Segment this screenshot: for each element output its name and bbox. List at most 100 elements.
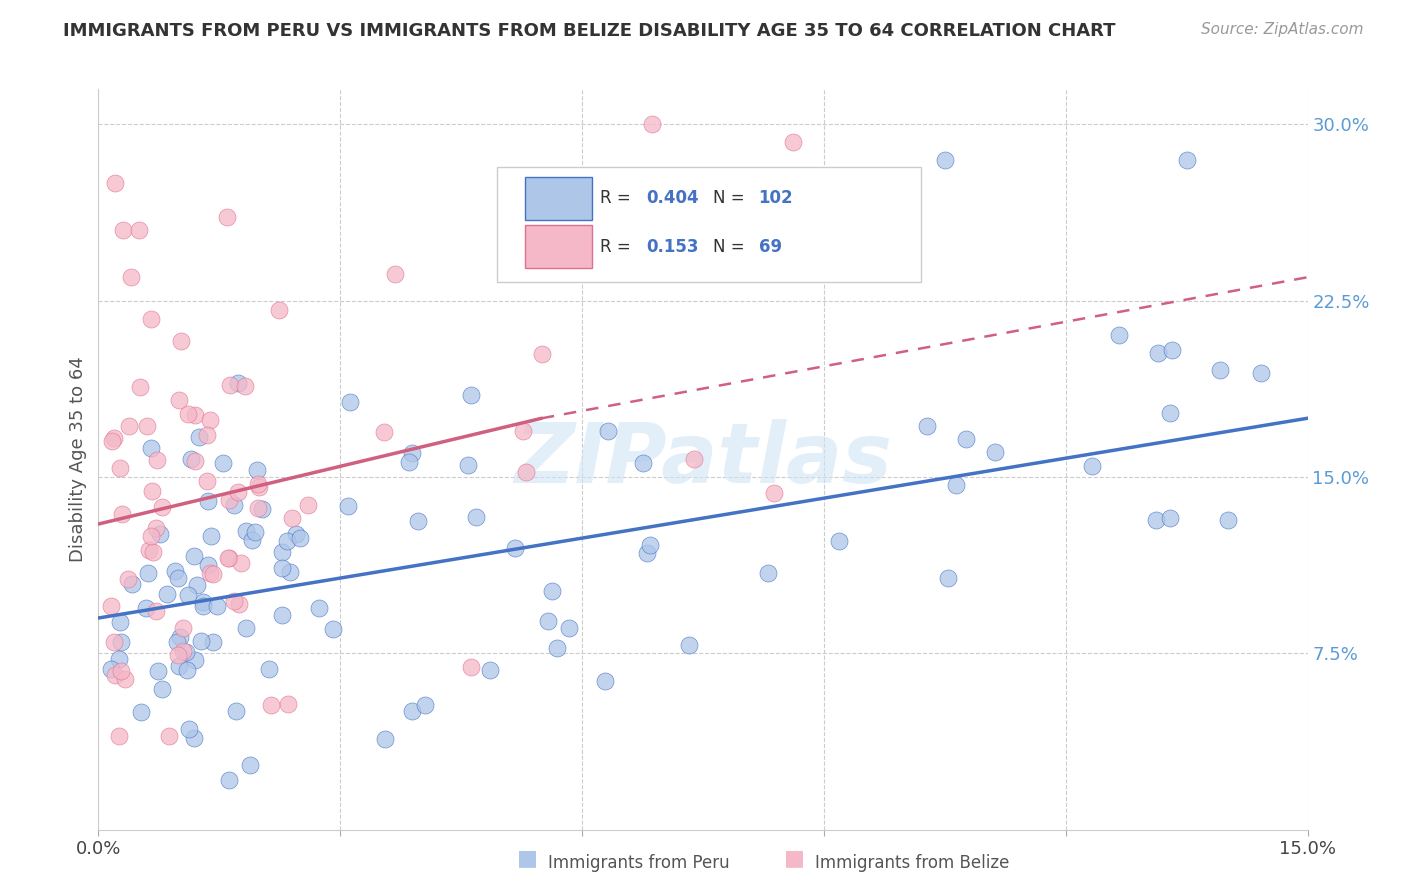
Point: [373, 425, 395, 440]
Point: [146, 452, 169, 467]
Point: [176, 645, 198, 659]
Point: [1161, 343, 1184, 358]
Point: [183, 731, 205, 745]
Point: [460, 660, 482, 674]
Text: ■: ■: [785, 848, 804, 868]
Point: [1216, 513, 1239, 527]
Point: [163, 565, 186, 579]
Point: [1159, 511, 1181, 525]
Point: [226, 485, 249, 500]
Text: Immigrants from Belize: Immigrants from Belize: [815, 855, 1010, 872]
Point: [180, 451, 202, 466]
Point: [638, 538, 661, 552]
Point: [226, 376, 249, 390]
Point: [103, 635, 125, 649]
Point: [183, 549, 205, 564]
Point: [640, 118, 662, 132]
Point: [270, 561, 292, 575]
Point: [103, 431, 125, 445]
Point: [280, 510, 302, 524]
Point: [247, 480, 270, 494]
Point: [177, 722, 200, 736]
Point: [108, 461, 131, 475]
Point: [339, 394, 361, 409]
Point: [138, 542, 160, 557]
Point: [218, 493, 240, 508]
Point: [240, 533, 263, 547]
Point: [167, 571, 190, 585]
Point: [308, 601, 330, 615]
Point: [479, 663, 502, 677]
Point: [413, 698, 436, 712]
Point: [184, 454, 207, 468]
Point: [267, 303, 290, 318]
Point: [145, 604, 167, 618]
Point: [1209, 363, 1232, 377]
Point: [246, 500, 269, 515]
Point: [110, 615, 132, 629]
Text: 102: 102: [759, 189, 793, 207]
Point: [222, 593, 245, 607]
Point: [406, 514, 429, 528]
Text: 0.404: 0.404: [647, 189, 699, 207]
Point: [915, 419, 938, 434]
Point: [231, 556, 253, 570]
Point: [172, 644, 194, 658]
Point: [756, 566, 779, 580]
Point: [631, 456, 654, 470]
Point: [167, 648, 190, 663]
Point: [955, 432, 977, 446]
Text: Source: ZipAtlas.com: Source: ZipAtlas.com: [1201, 22, 1364, 37]
Point: [200, 529, 222, 543]
Point: [145, 521, 167, 535]
Point: [936, 571, 959, 585]
Point: [118, 419, 141, 434]
Point: [276, 534, 298, 549]
Point: [541, 584, 564, 599]
Point: [235, 524, 257, 538]
Point: [246, 476, 269, 491]
Point: [129, 380, 152, 394]
Point: [198, 566, 221, 580]
Point: [828, 533, 851, 548]
Point: [141, 483, 163, 498]
Point: [1144, 513, 1167, 527]
Point: [104, 667, 127, 681]
Point: [763, 486, 786, 500]
Point: [184, 408, 207, 422]
Point: [401, 446, 423, 460]
Point: [111, 223, 134, 237]
Point: [218, 772, 240, 787]
Point: [636, 546, 658, 560]
Point: [284, 526, 307, 541]
Point: [121, 577, 143, 591]
Point: [195, 475, 218, 489]
Point: [984, 444, 1007, 458]
Point: [211, 456, 233, 470]
Point: [277, 697, 299, 711]
Text: 0.153: 0.153: [647, 238, 699, 256]
Point: [193, 599, 215, 613]
Point: [150, 681, 173, 696]
Point: [167, 393, 190, 408]
Point: [271, 545, 294, 559]
Point: [167, 658, 190, 673]
Point: [197, 493, 219, 508]
Point: [503, 541, 526, 555]
Point: [141, 311, 163, 326]
Point: [148, 665, 170, 679]
Point: [217, 550, 239, 565]
Point: [278, 565, 301, 579]
Point: [233, 379, 256, 393]
Point: [190, 634, 212, 648]
Text: N =: N =: [713, 189, 749, 207]
Text: ■: ■: [517, 848, 537, 868]
Point: [117, 572, 139, 586]
Point: [198, 413, 221, 427]
Point: [772, 176, 794, 190]
Point: [108, 729, 131, 743]
Point: [110, 635, 132, 649]
FancyBboxPatch shape: [498, 167, 921, 282]
Point: [374, 732, 396, 747]
Point: [243, 525, 266, 540]
